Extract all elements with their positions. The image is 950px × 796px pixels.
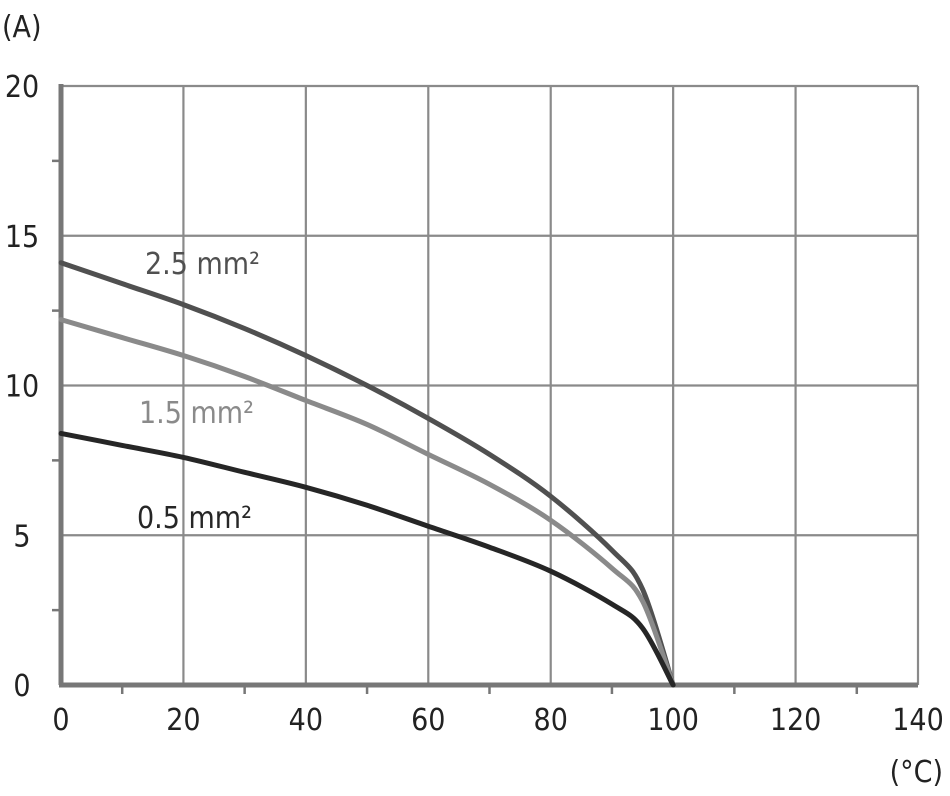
series-label: 1.5 mm² [139, 396, 254, 431]
series-label: 2.5 mm² [145, 247, 260, 282]
axes [52, 84, 918, 694]
series-line [58, 430, 676, 688]
series-line [58, 260, 676, 688]
x-tick-label: 100 [647, 703, 699, 738]
y-tick-label: 5 [13, 519, 30, 554]
x-tick-label: 20 [166, 703, 200, 738]
y-tick-label: 15 [5, 220, 39, 255]
grid [61, 84, 920, 685]
y-tick-label: 10 [5, 370, 39, 405]
y-tick-label: 20 [5, 70, 39, 105]
y-tick-label: 0 [13, 669, 30, 704]
x-tick-label: 120 [770, 703, 822, 738]
x-tick-label: 60 [411, 703, 445, 738]
labels: 0 20 40 60 80 100 120 140 0 5 10 15 20 2.5 mm² 1.5 mm²… [5, 70, 944, 738]
series-label: 0.5 mm² [137, 501, 252, 536]
x-tick-label: 140 [892, 703, 944, 738]
x-tick-label: 40 [289, 703, 323, 738]
x-axis-unit: (°C) [890, 755, 943, 790]
x-tick-label: 0 [52, 703, 69, 738]
y-axis-unit: (A) [2, 10, 42, 45]
series-line [58, 317, 676, 688]
series [58, 260, 676, 688]
x-tick-label: 80 [534, 703, 568, 738]
